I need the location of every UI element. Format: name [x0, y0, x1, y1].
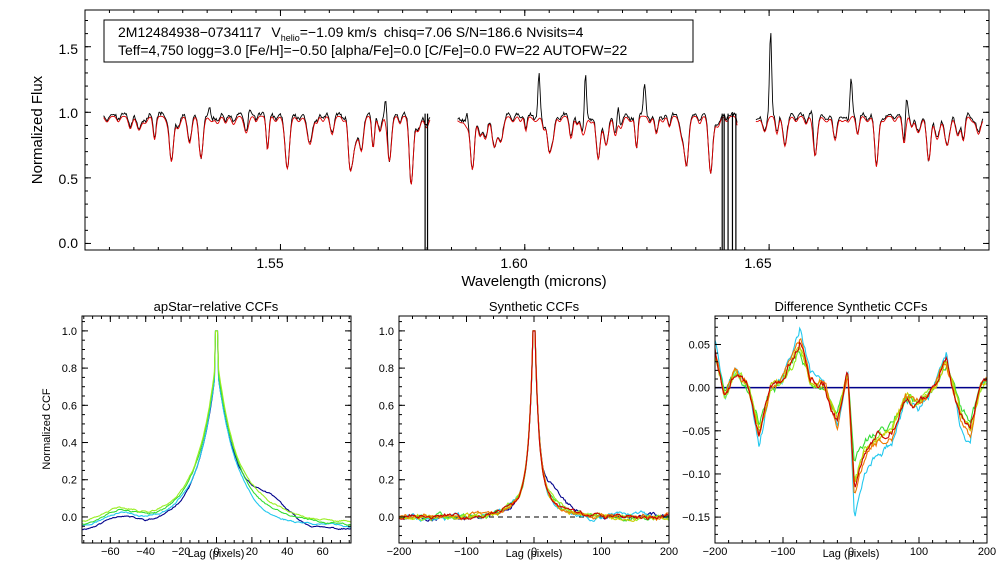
spectrum-y-tick-0.0: 0.0 [59, 235, 79, 251]
apstar-ccf-x-tick-labels: −60 −40 −20 0 20 40 60 [101, 546, 329, 558]
spectrum-plot-frame [84, 9, 990, 251]
apstar-y-tick: 0.8 [62, 363, 77, 375]
apstar-y-tick: 0.6 [62, 400, 77, 412]
apstar-x-tick: 0 [213, 546, 219, 558]
apstar-x-tick: −60 [101, 546, 120, 558]
synthetic-ccf-x-tick-labels: −200 −100 0 100 200 [387, 546, 679, 558]
synthetic-ccf-ticks [398, 316, 670, 543]
difference-ccf-x-axis-label: Lag (pixels) [823, 548, 880, 560]
spectrum-ticks [85, 10, 990, 250]
difference-y-tick: −0.15 [682, 512, 710, 524]
synthetic-x-tick: 200 [660, 546, 678, 558]
spectrum-series-group [103, 33, 984, 250]
spectrum-y-tick-1.5: 1.5 [59, 41, 79, 57]
apstar-x-tick: −40 [136, 546, 155, 558]
model-spectrum-segment-3 [755, 115, 984, 167]
difference-ccf-ticks [714, 316, 988, 544]
apstar-y-tick: 0.4 [62, 438, 77, 450]
star-info-line-2: Teff=4,750 logg=3.0 [Fe/H]=−0.50 [alpha/… [118, 42, 627, 58]
difference-ccf-y-tick-labels: 0.05 0.00 −0.05 −0.10 −0.15 [682, 340, 710, 525]
star-info-box-frame [103, 19, 694, 63]
spectrum-y-tick-labels: 0.0 0.5 1.0 1.5 [59, 41, 79, 251]
difference-ccf-series-group [715, 326, 987, 517]
synthetic-x-tick: 100 [592, 546, 610, 558]
apstar-ccf-panel: apStar−relative CCFs −60 −40 −20 0 20 40… [41, 299, 352, 560]
synthetic-y-tick: 0.8 [379, 363, 394, 375]
model-spectrum-segment-2 [457, 115, 738, 174]
synthetic-y-tick: 0.0 [379, 512, 394, 524]
spectrum-x-tick-1.55: 1.55 [256, 255, 283, 271]
synthetic-ccf-series-group [399, 330, 669, 523]
apstar-x-tick: −20 [172, 546, 191, 558]
apstar-x-tick: 60 [317, 546, 329, 558]
spectrum-y-tick-1.0: 1.0 [59, 105, 79, 121]
synthetic-ccf-x-axis-label: Lag (pixels) [506, 548, 563, 560]
apstar-ccf-title: apStar−relative CCFs [154, 299, 279, 314]
apstar-visit-4-curve [82, 330, 351, 523]
spectrum-y-tick-0.5: 0.5 [59, 171, 79, 187]
synthetic-ccf-panel: Synthetic CCFs −200 −100 0 100 200 0.0 0… [379, 299, 678, 560]
apstar-y-tick: 0.2 [62, 475, 77, 487]
synthetic-visit-7-curve [399, 330, 669, 520]
synthetic-y-tick: 1.0 [379, 326, 394, 338]
difference-y-tick: 0.05 [689, 340, 710, 352]
difference-x-tick: 0 [848, 546, 854, 558]
velocity-symbol: V [271, 24, 281, 40]
difference-y-tick: −0.10 [682, 469, 710, 481]
difference-x-tick: −100 [771, 546, 796, 558]
velocity-subscript: helio [281, 33, 300, 43]
synthetic-x-tick: −100 [454, 546, 479, 558]
difference-x-tick: −200 [703, 546, 728, 558]
apstar-ccf-series-group [82, 330, 351, 531]
apstar-ccf-x-axis-label: Lag (pixels) [188, 548, 245, 560]
apstar-x-tick: 40 [281, 546, 293, 558]
apstar-ccf-y-tick-labels: 0.0 0.2 0.4 0.6 0.8 1.0 [62, 326, 77, 524]
difference-y-tick: −0.05 [682, 426, 710, 438]
synthetic-x-tick: −200 [387, 546, 412, 558]
synthetic-ccf-title: Synthetic CCFs [489, 299, 580, 314]
star-info-line-1: 2M12484938−0734117 Vhelio=−1.09 km/s chisq… [118, 24, 584, 43]
synthetic-y-tick: 0.2 [379, 475, 394, 487]
apstar-y-tick: 1.0 [62, 326, 77, 338]
difference-x-tick: 200 [978, 546, 996, 558]
difference-visit-7-curve [715, 341, 987, 488]
spectrum-panel: 1.55 1.60 1.65 0.0 0.5 1.0 1.5 Wavelengt… [29, 9, 990, 290]
spectrum-x-tick-labels: 1.55 1.60 1.65 [256, 255, 771, 271]
difference-ccf-title: Difference Synthetic CCFs [775, 299, 928, 314]
spectrum-x-tick-1.65: 1.65 [744, 255, 771, 271]
apstar-ccf-y-axis-label: Normalized CCF [41, 388, 53, 470]
spectrum-x-tick-1.60: 1.60 [500, 255, 527, 271]
difference-y-tick: 0.00 [689, 383, 710, 395]
velocity-value: =−1.09 km/s [300, 24, 377, 40]
apstar-y-tick: 0.0 [62, 512, 77, 524]
spectrum-x-axis-label: Wavelength (microns) [461, 273, 606, 290]
synthetic-y-tick: 0.4 [379, 438, 394, 450]
synthetic-x-tick: 0 [531, 546, 537, 558]
synthetic-ccf-y-tick-labels: 0.0 0.2 0.4 0.6 0.8 1.0 [379, 326, 394, 524]
spectrum-y-axis-label: Normalized Flux [29, 75, 46, 184]
star-id: 2M12484938−0734117 [118, 24, 262, 40]
fit-statistics: chisq=7.06 S/N=186.6 Nvisits=4 [384, 24, 584, 40]
star-info-box: 2M12484938−0734117 Vhelio=−1.09 km/s chisq… [103, 19, 694, 63]
apstar-ccf-ticks [82, 316, 351, 543]
difference-ccf-panel: Difference Synthetic CCFs −200 −100 0 10… [682, 299, 996, 560]
apstar-x-tick: 20 [246, 546, 258, 558]
synthetic-y-tick: 0.6 [379, 400, 394, 412]
difference-ccf-x-tick-labels: −200 −100 0 100 200 [703, 546, 997, 558]
difference-x-tick: 100 [910, 546, 928, 558]
model-spectrum-segment-1 [103, 115, 431, 185]
